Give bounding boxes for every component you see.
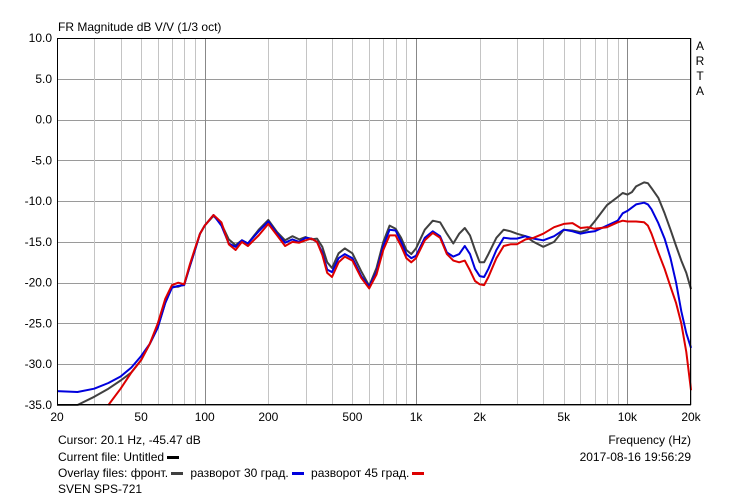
overlay-swatch — [412, 472, 425, 476]
y-tick-label: 5.0 — [35, 72, 52, 86]
watermark-letter: A — [696, 84, 704, 98]
y-axis-ticks: 10.0 5.0 0.0 -5.0 -10.0 -15.0 -20.0 -25.0 -30.0 -… — [25, 31, 53, 412]
overlay-swatch — [171, 472, 184, 476]
current-file-row: Current file: Untitled — [58, 449, 183, 465]
y-tick-label: 0.0 — [35, 113, 52, 127]
plot-area[interactable] — [57, 38, 691, 405]
watermark-letter: A — [696, 39, 704, 53]
frequency-axis-label: Frequency (Hz) — [608, 433, 691, 447]
overlay-name: фронт. — [130, 466, 169, 480]
overlay-swatch — [291, 472, 304, 476]
x-tick-label: 10k — [618, 410, 638, 424]
y-tick-label: -15.0 — [25, 235, 53, 249]
x-tick-label: 20 — [50, 410, 64, 424]
x-tick-label: 100 — [195, 410, 215, 424]
timestamp: 2017-08-16 19:56:29 — [579, 450, 691, 464]
x-tick-label: 20k — [681, 410, 701, 424]
y-tick-label: -25.0 — [25, 316, 53, 330]
current-file-swatch — [167, 456, 180, 460]
overlay-files-row: Overlay files: фронт. разворот 30 град. … — [58, 465, 428, 481]
y-tick-label: -20.0 — [25, 276, 53, 290]
series-line-3 — [107, 214, 692, 406]
y-tick-label: -5.0 — [31, 153, 52, 167]
y-tick-label: -30.0 — [25, 357, 53, 371]
watermark-letter: T — [696, 69, 704, 83]
plot-frame — [57, 38, 691, 405]
x-axis-ticks: 20 50 100 200 500 1k 2k 5k 10k 20k — [50, 410, 701, 424]
device-name: SVEN SPS-721 — [58, 482, 143, 496]
x-tick-label: 200 — [258, 410, 278, 424]
overlay-name: разворот 30 град. — [190, 466, 289, 480]
x-tick-label: 5k — [557, 410, 571, 424]
cursor-readout: Cursor: 20.1 Hz, -45.47 dB — [58, 433, 201, 447]
overlay-name: разворот 45 град. — [311, 466, 410, 480]
y-tick-label: -10.0 — [25, 194, 53, 208]
series-group — [56, 181, 692, 406]
x-tick-label: 1k — [410, 410, 424, 424]
x-tick-label: 2k — [473, 410, 487, 424]
chart-title: FR Magnitude dB V/V (1/3 oct) — [58, 20, 221, 34]
x-tick-label: 50 — [134, 410, 148, 424]
x-tick-label: 500 — [342, 410, 362, 424]
y-tick-label: 10.0 — [29, 31, 53, 45]
y-tick-label: -35.0 — [25, 398, 53, 412]
watermark-letter: R — [696, 54, 705, 68]
overlay-files-label: Overlay files: — [58, 466, 128, 480]
current-file-label: Current file: Untitled — [58, 450, 165, 464]
